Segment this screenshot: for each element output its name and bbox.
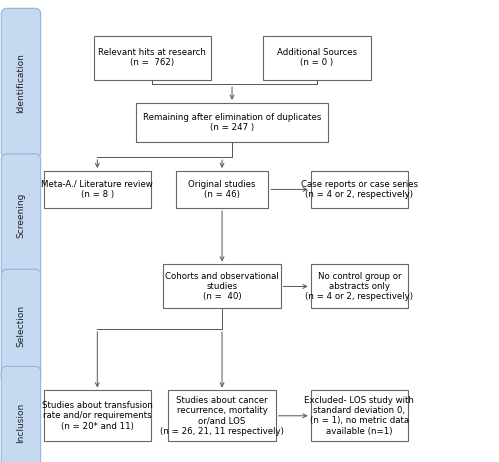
Text: Additional Sources
(n = 0 ): Additional Sources (n = 0 ) [277, 48, 357, 67]
Text: Selection: Selection [16, 304, 25, 347]
Bar [263, 36, 370, 79]
Text: Meta-A./ Literature review
(n = 8 ): Meta-A./ Literature review (n = 8 ) [41, 180, 153, 199]
Text: Remaining after elimination of duplicates
(n = 247 ): Remaining after elimination of duplicate… [143, 113, 321, 132]
Text: Cohorts and observational
studies
(n =  40): Cohorts and observational studies (n = 4… [165, 272, 279, 301]
FancyBboxPatch shape [1, 154, 41, 276]
FancyBboxPatch shape [1, 366, 41, 462]
Bar [164, 264, 280, 309]
Text: Original studies
(n = 46): Original studies (n = 46) [188, 180, 256, 199]
FancyBboxPatch shape [1, 8, 41, 158]
Bar [169, 390, 275, 441]
Text: Studies about cancer
recurrence, mortality
or/and LOS
(n = 26, 21, 11 respective: Studies about cancer recurrence, mortali… [160, 395, 284, 436]
FancyBboxPatch shape [1, 269, 41, 382]
Text: Screening: Screening [16, 192, 25, 237]
Text: Studies about transfusion
rate and/or requirements
(n = 20* and 11): Studies about transfusion rate and/or re… [42, 401, 153, 431]
Text: Inclusion: Inclusion [16, 402, 25, 443]
Bar [44, 171, 151, 208]
Bar [93, 36, 211, 79]
Bar [310, 390, 408, 441]
Text: Case reports or case series
(n = 4 or 2, respectively): Case reports or case series (n = 4 or 2,… [301, 180, 418, 199]
Bar [310, 171, 408, 208]
Bar [136, 103, 328, 142]
Text: Relevant hits at research
(n =  762): Relevant hits at research (n = 762) [98, 48, 206, 67]
Text: Identification: Identification [16, 53, 25, 113]
Bar [176, 171, 268, 208]
Text: Excluded- LOS study with
standard deviation 0,
(n = 1), no metric data
available: Excluded- LOS study with standard deviat… [304, 395, 414, 436]
Bar [310, 264, 408, 309]
Text: No control group or
abstracts only
(n = 4 or 2, respectively): No control group or abstracts only (n = … [305, 272, 413, 301]
Bar [44, 390, 151, 441]
